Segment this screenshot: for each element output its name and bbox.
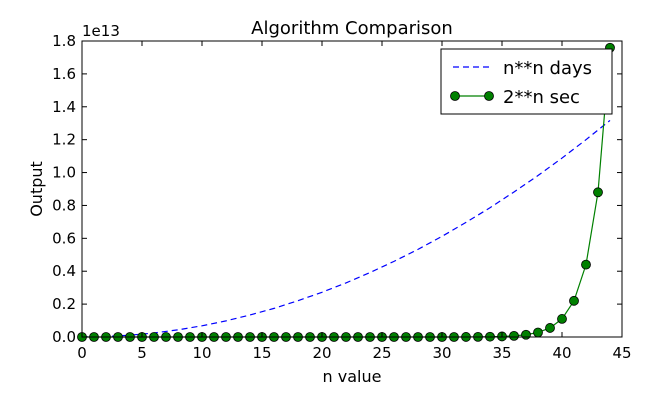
series-point bbox=[533, 327, 543, 338]
axes-frame bbox=[81, 40, 623, 338]
legend-box bbox=[440, 48, 613, 115]
x-tick-label: 15 bbox=[252, 344, 271, 362]
x-tick-label: 30 bbox=[432, 344, 451, 362]
series-point bbox=[521, 329, 531, 340]
x-tick-label: 35 bbox=[492, 344, 511, 362]
x-tick-label: 45 bbox=[612, 344, 631, 362]
x-tick-label: 0 bbox=[77, 344, 87, 362]
series-point bbox=[581, 259, 591, 270]
series-point bbox=[569, 295, 579, 306]
legend: n**n days 2**n sec bbox=[440, 48, 613, 115]
y-tick-label: 1.2 bbox=[52, 131, 76, 149]
y-tick-label: 1.0 bbox=[52, 164, 76, 182]
x-tick-label: 10 bbox=[192, 344, 211, 362]
x-tick-label: 20 bbox=[312, 344, 331, 362]
series-point bbox=[545, 323, 555, 333]
y-tick-label: 1.6 bbox=[52, 65, 76, 83]
legend-marker-2n-sec-left bbox=[450, 91, 460, 101]
legend-marker-2n-sec-right bbox=[484, 91, 494, 101]
series-line-0 bbox=[81, 119, 611, 338]
y-tick-label: 0.8 bbox=[52, 196, 76, 214]
y-tick-label: 0.4 bbox=[52, 262, 76, 280]
y-tick-label: 1.4 bbox=[52, 98, 76, 116]
chart-title: Algorithm Comparison bbox=[251, 18, 453, 39]
y-tick-label: 0.6 bbox=[52, 229, 76, 247]
legend-label-2n-sec: 2**n sec bbox=[503, 87, 580, 108]
x-axis-title: n value bbox=[323, 367, 382, 386]
y-offset-label: 1e13 bbox=[82, 22, 120, 40]
x-tick-label: 25 bbox=[372, 344, 391, 362]
x-tick-label: 40 bbox=[552, 344, 571, 362]
series-point bbox=[593, 187, 603, 198]
y-tick-label: 1.8 bbox=[52, 32, 76, 50]
y-tick-label: 0.0 bbox=[52, 328, 76, 346]
series-point bbox=[509, 330, 519, 341]
axis-ticks: 0 5 10 15 20 25 30 35 40 45 0.0 0.2 0.4 0.6 0.8 1.0 1.2 1… bbox=[52, 32, 631, 362]
x-tick-label: 5 bbox=[137, 344, 147, 362]
legend-label-n-days: n**n days bbox=[503, 58, 592, 79]
series-point bbox=[557, 314, 567, 324]
y-axis-title: Output bbox=[27, 161, 46, 217]
y-tick-label: 0.2 bbox=[52, 295, 76, 313]
